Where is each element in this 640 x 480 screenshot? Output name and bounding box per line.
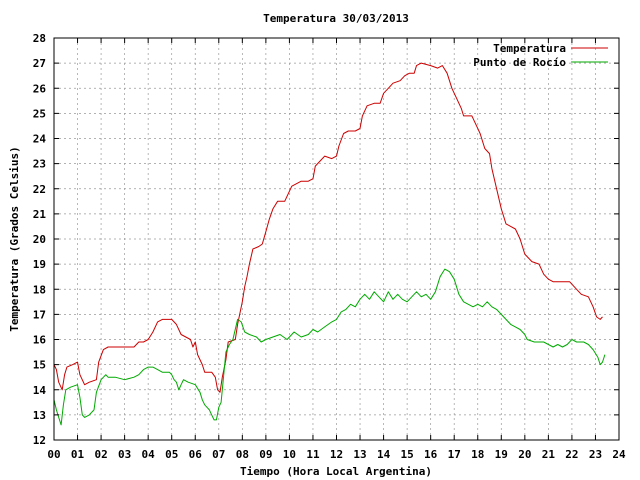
- x-tick-label: 04: [142, 448, 156, 461]
- x-tick-label: 14: [377, 448, 391, 461]
- x-tick-label: 10: [283, 448, 296, 461]
- y-tick-label: 19: [33, 258, 46, 271]
- y-tick-label: 12: [33, 434, 46, 447]
- x-axis-label: Tiempo (Hora Local Argentina): [240, 465, 432, 478]
- chart-title: Temperatura 30/03/2013: [263, 12, 409, 25]
- x-tick-label: 20: [518, 448, 531, 461]
- x-tick-label: 17: [448, 448, 461, 461]
- y-tick-label: 25: [33, 107, 46, 120]
- y-tick-label: 28: [33, 32, 46, 45]
- x-tick-label: 19: [495, 448, 508, 461]
- y-tick-label: 22: [33, 183, 46, 196]
- y-axis-ticks: 12 13 14 15 16 17 18 19 20 21 22 23 24 25 26 27 28: [33, 32, 619, 447]
- y-tick-label: 24: [33, 133, 47, 146]
- x-tick-label: 03: [118, 448, 131, 461]
- x-tick-label: 01: [71, 448, 85, 461]
- x-tick-label: 22: [565, 448, 578, 461]
- y-tick-label: 14: [33, 384, 47, 397]
- x-tick-label: 21: [542, 448, 556, 461]
- x-tick-label: 05: [165, 448, 178, 461]
- y-tick-label: 17: [33, 308, 46, 321]
- y-tick-label: 15: [33, 359, 46, 372]
- x-tick-label: 00: [47, 448, 60, 461]
- y-axis-label: Temperatura (Grados Celsius): [8, 146, 21, 331]
- legend-label-temperatura: Temperatura: [493, 42, 566, 55]
- x-tick-label: 16: [424, 448, 438, 461]
- x-tick-label: 15: [401, 448, 414, 461]
- y-tick-label: 27: [33, 57, 46, 70]
- y-tick-label: 20: [33, 233, 46, 246]
- y-tick-label: 26: [33, 82, 47, 95]
- x-tick-label: 12: [330, 448, 343, 461]
- x-tick-label: 23: [589, 448, 602, 461]
- x-tick-label: 24: [612, 448, 626, 461]
- y-tick-label: 23: [33, 158, 46, 171]
- x-tick-label: 06: [189, 448, 203, 461]
- y-tick-label: 21: [33, 208, 47, 221]
- series-line-punto-de-rocio: [53, 268, 606, 426]
- y-tick-label: 18: [33, 283, 46, 296]
- chart-grid: [54, 38, 619, 440]
- chart-series: [53, 62, 606, 426]
- x-axis-ticks: 00 01 02 03 04 05 06 07 08 09 10 11 12 13 14 15 16 17 18 19…: [47, 38, 626, 461]
- series-line-temperatura: [53, 62, 603, 393]
- x-tick-label: 18: [471, 448, 484, 461]
- legend: Temperatura Punto de Rocío: [473, 42, 608, 69]
- x-tick-label: 02: [94, 448, 107, 461]
- x-tick-label: 13: [353, 448, 366, 461]
- x-tick-label: 07: [212, 448, 225, 461]
- legend-label-punto-de-rocio: Punto de Rocío: [473, 56, 566, 69]
- x-tick-label: 09: [259, 448, 272, 461]
- x-tick-label: 11: [306, 448, 320, 461]
- y-tick-label: 13: [33, 409, 46, 422]
- x-tick-label: 08: [236, 448, 249, 461]
- y-tick-label: 16: [33, 334, 47, 347]
